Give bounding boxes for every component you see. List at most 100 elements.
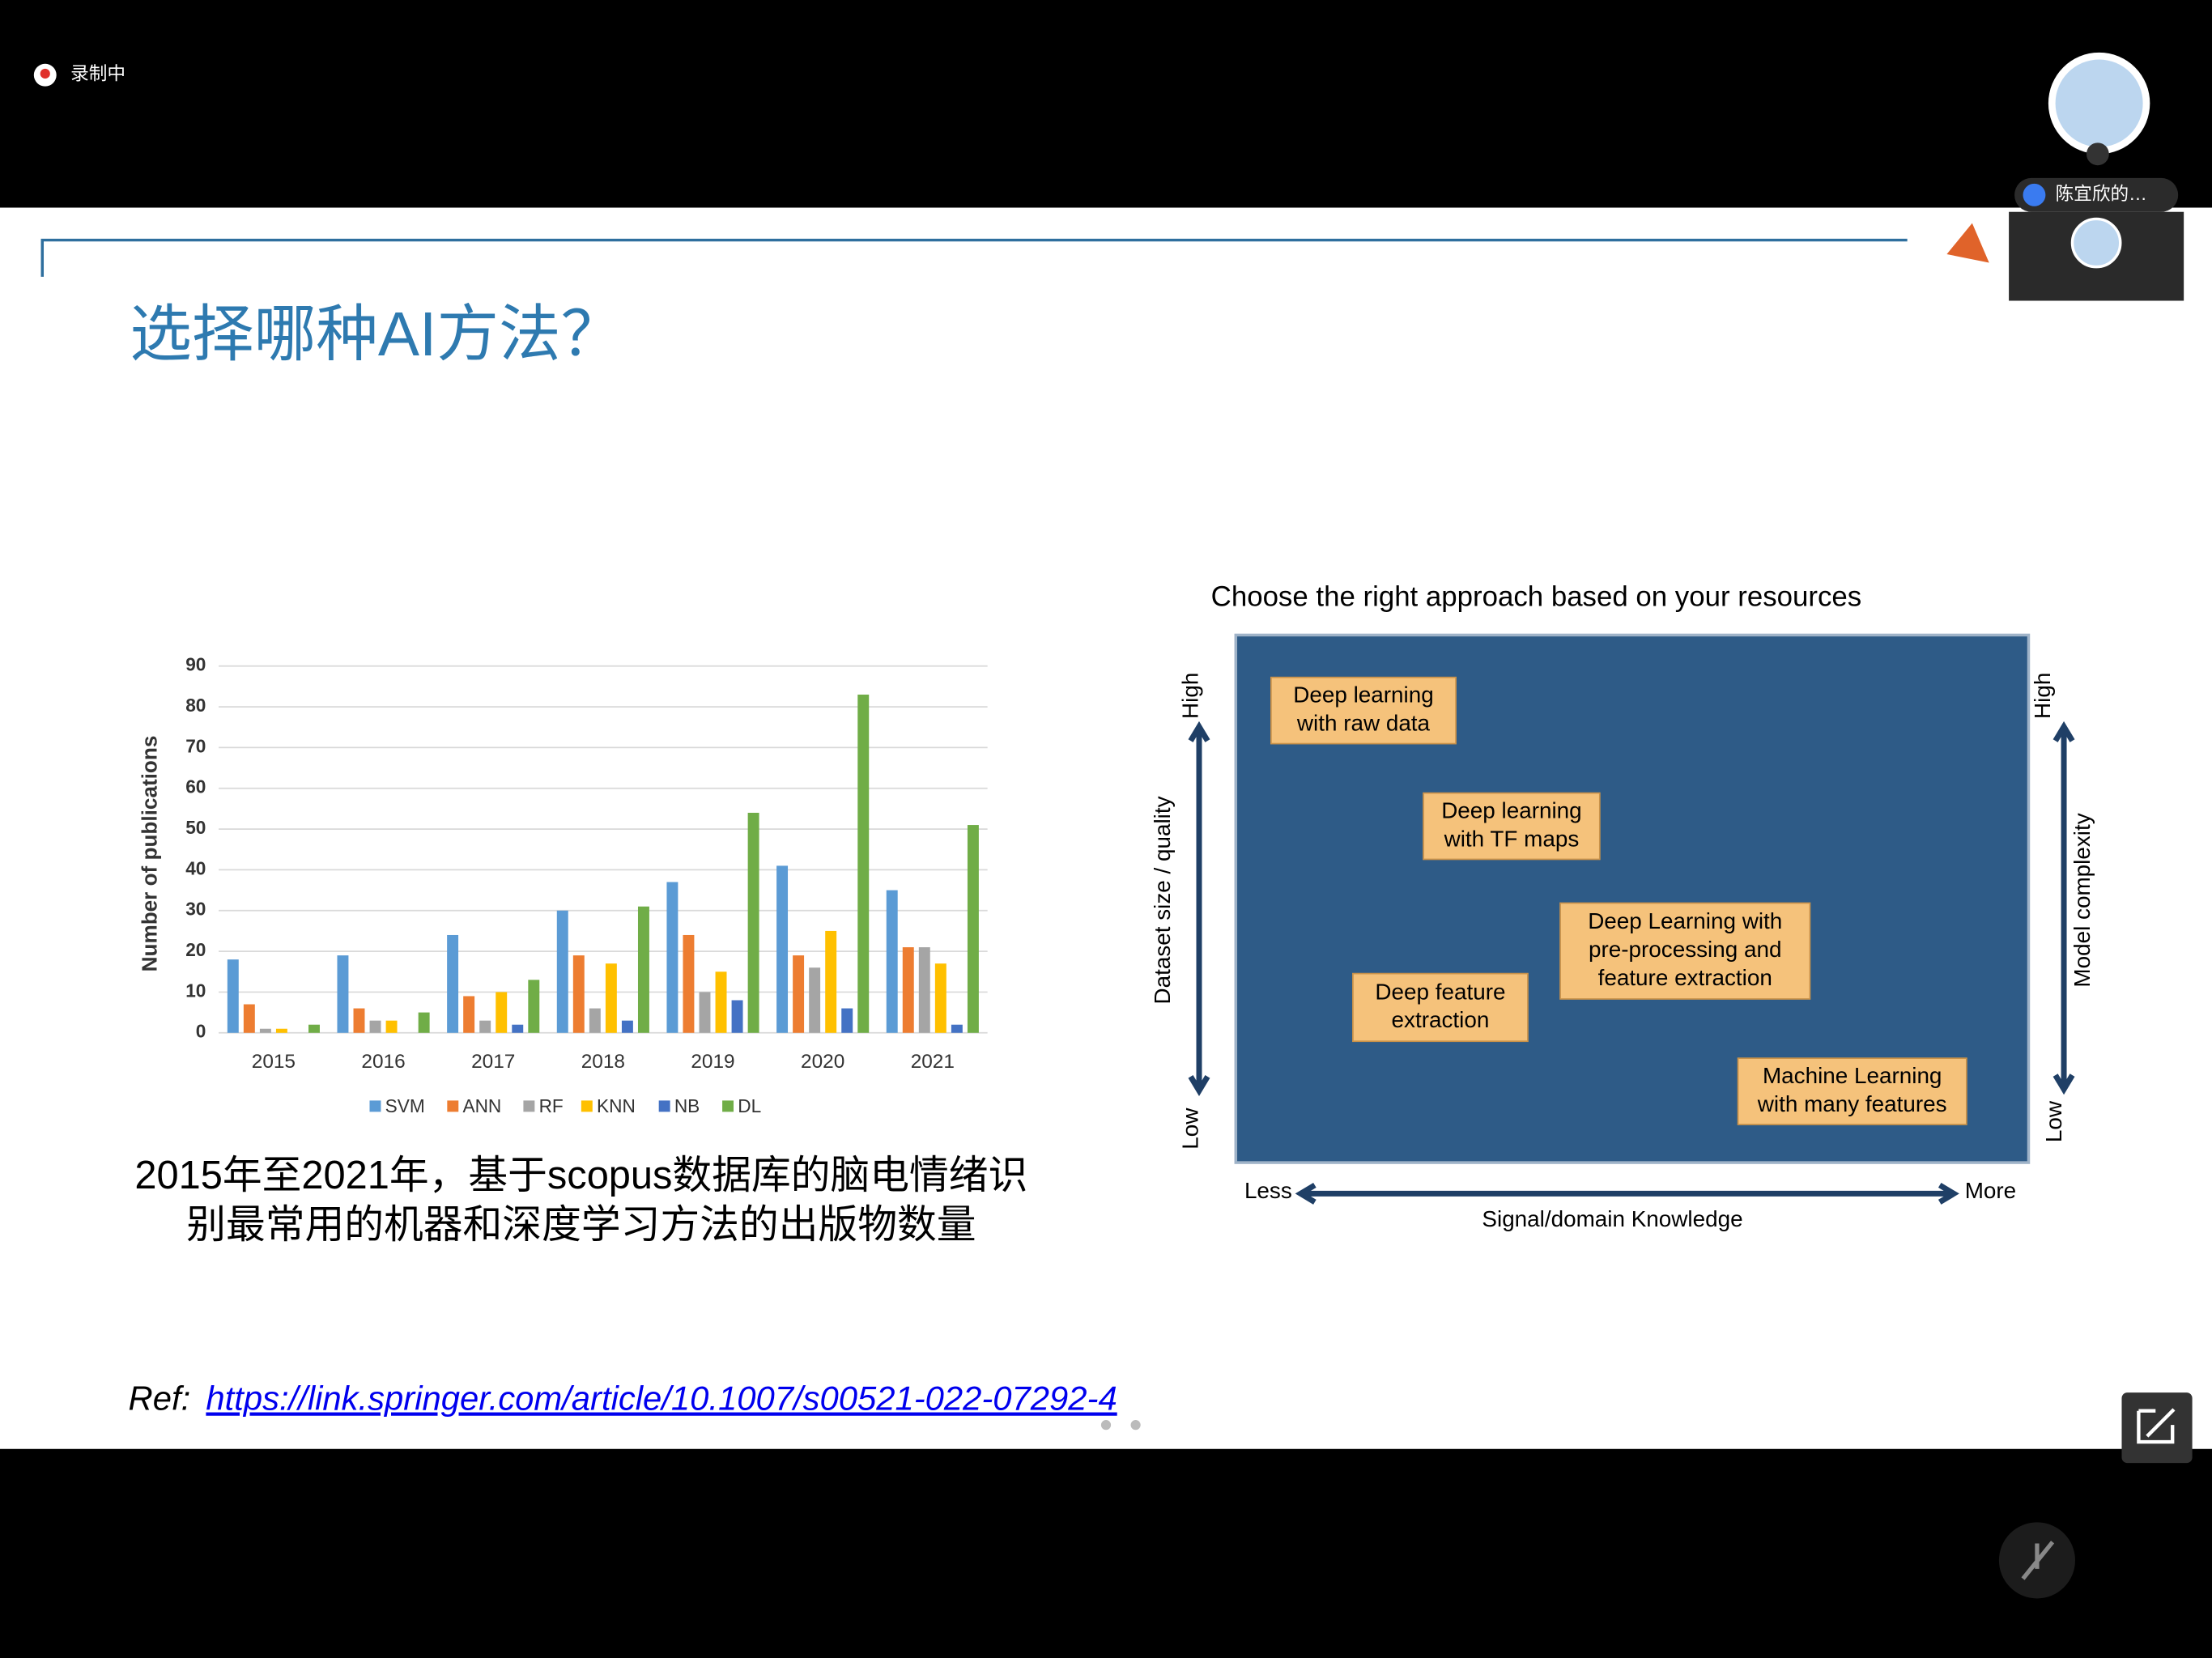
legend-label: RF bbox=[539, 1095, 564, 1116]
right-axis-label: Model complexity bbox=[2069, 813, 2095, 987]
slide-rule bbox=[40, 238, 1908, 277]
bar bbox=[621, 1020, 633, 1033]
left-low: Low bbox=[1178, 1107, 1203, 1150]
x-tick-label: 2018 bbox=[581, 1051, 625, 1073]
diagram-title: Choose the right approach based on your … bbox=[1211, 580, 1861, 612]
right-high: High bbox=[2030, 673, 2055, 719]
arrow-left bbox=[1188, 721, 1210, 1096]
bar bbox=[479, 1020, 491, 1033]
arrow-bottom bbox=[1295, 1182, 1959, 1205]
bar bbox=[528, 980, 540, 1033]
y-tick-label: 80 bbox=[185, 695, 206, 716]
tile-avatar bbox=[2070, 217, 2122, 269]
bar bbox=[243, 1004, 255, 1033]
bar bbox=[857, 694, 870, 1033]
bar bbox=[747, 812, 759, 1033]
legend-swatch bbox=[581, 1100, 593, 1112]
bar bbox=[259, 1028, 271, 1033]
approach-text: Deep learning bbox=[1441, 797, 1581, 823]
participant-tag bbox=[2014, 177, 2179, 212]
bar bbox=[809, 967, 821, 1033]
bar bbox=[934, 963, 946, 1033]
x-tick-label: 2017 bbox=[471, 1051, 515, 1073]
bar bbox=[308, 1024, 320, 1033]
x-tick-label: 2021 bbox=[911, 1051, 955, 1073]
legend-swatch bbox=[369, 1100, 381, 1112]
bar bbox=[418, 1012, 430, 1033]
y-tick-label: 90 bbox=[185, 654, 206, 675]
bar bbox=[589, 1008, 601, 1033]
approach-text: with TF maps bbox=[1444, 826, 1580, 851]
bar bbox=[918, 947, 930, 1033]
legend-swatch bbox=[722, 1100, 734, 1112]
bar bbox=[776, 865, 789, 1033]
x-tick-label: 2019 bbox=[691, 1051, 734, 1073]
approach-text: pre-processing and bbox=[1589, 937, 1781, 962]
bar bbox=[337, 955, 349, 1033]
bar bbox=[463, 996, 475, 1033]
arrow-right bbox=[2052, 721, 2075, 1095]
approach-box bbox=[1737, 1057, 1967, 1125]
approach-text: Machine Learning bbox=[1763, 1063, 1942, 1088]
legend-swatch bbox=[447, 1100, 459, 1112]
x-tick-label: 2016 bbox=[361, 1051, 405, 1073]
participant-icon bbox=[2023, 183, 2046, 206]
recording-dot bbox=[40, 68, 50, 79]
bar bbox=[666, 882, 678, 1033]
ref-link[interactable]: https://link.springer.com/article/10.100… bbox=[206, 1380, 1117, 1418]
x-high: More bbox=[1965, 1178, 2016, 1203]
bar bbox=[353, 1008, 365, 1033]
bar bbox=[793, 955, 805, 1033]
bar bbox=[369, 1020, 381, 1033]
bar bbox=[385, 1020, 398, 1033]
annotate-icon bbox=[2137, 1408, 2176, 1444]
y-axis-label: Number of publications bbox=[137, 736, 161, 972]
left-high: High bbox=[1178, 673, 1203, 719]
bar bbox=[886, 890, 898, 1033]
approach-text: with raw data bbox=[1296, 710, 1431, 735]
y-tick-label: 20 bbox=[185, 939, 206, 960]
legend-label: NB bbox=[674, 1095, 700, 1116]
bar bbox=[572, 955, 585, 1033]
participant-name: 陈宜欣的… bbox=[2056, 183, 2147, 204]
bar bbox=[699, 992, 711, 1033]
slide-title: 选择哪种AI方法？ bbox=[130, 300, 623, 369]
bar bbox=[227, 959, 239, 1033]
legend-label: ANN bbox=[462, 1095, 501, 1116]
x-low: Less bbox=[1244, 1178, 1292, 1203]
page-dot[interactable] bbox=[1130, 1420, 1141, 1431]
bar bbox=[556, 910, 568, 1033]
bar bbox=[275, 1028, 287, 1033]
mute-icon bbox=[2021, 1541, 2055, 1580]
x-tick-label: 2015 bbox=[252, 1051, 296, 1073]
caption: 2015年至2021年，基于scopus数据库的脑电情绪识别最常用的机器和深度学… bbox=[134, 1154, 1027, 1247]
approach-text: Deep learning bbox=[1293, 682, 1433, 708]
bar bbox=[825, 930, 837, 1033]
approach-text: extraction bbox=[1392, 1007, 1490, 1032]
approach-box bbox=[1559, 902, 1811, 1000]
page-dot[interactable] bbox=[1100, 1420, 1112, 1431]
y-tick-label: 50 bbox=[185, 817, 206, 838]
y-tick-label: 60 bbox=[185, 776, 206, 797]
legend-label: KNN bbox=[597, 1095, 636, 1116]
y-tick-label: 0 bbox=[196, 1021, 206, 1042]
bar bbox=[951, 1024, 963, 1033]
bar bbox=[447, 934, 459, 1033]
mic-icon bbox=[2086, 142, 2109, 166]
bar bbox=[731, 1000, 743, 1033]
legend-label: SVM bbox=[385, 1095, 425, 1116]
bar bbox=[841, 1008, 853, 1033]
caption-line: 别最常用的机器和深度学习方法的出版物数量 bbox=[186, 1203, 976, 1247]
approach-text: with many features bbox=[1757, 1091, 1947, 1116]
approach-text: Deep feature bbox=[1375, 979, 1505, 1004]
y-tick-label: 70 bbox=[185, 735, 206, 756]
recording-label: 录制中 bbox=[70, 63, 125, 84]
approach-text: feature extraction bbox=[1598, 965, 1772, 990]
y-tick-label: 10 bbox=[185, 980, 206, 1001]
x-tick-label: 2020 bbox=[801, 1051, 844, 1073]
y-tick-label: 40 bbox=[185, 857, 206, 878]
approach-box bbox=[1423, 792, 1601, 861]
caption-line: 2015年至2021年，基于scopus数据库的脑电情绪识 bbox=[134, 1154, 1027, 1197]
bar bbox=[637, 906, 649, 1033]
